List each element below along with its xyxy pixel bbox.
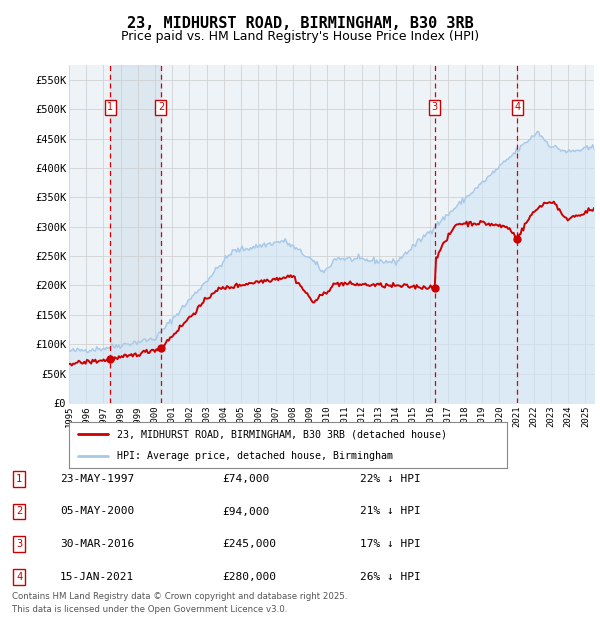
Text: 23, MIDHURST ROAD, BIRMINGHAM, B30 3RB: 23, MIDHURST ROAD, BIRMINGHAM, B30 3RB [127, 16, 473, 30]
Text: 4: 4 [16, 572, 22, 582]
Text: 2: 2 [16, 507, 22, 516]
Text: £245,000: £245,000 [222, 539, 276, 549]
Text: Contains HM Land Registry data © Crown copyright and database right 2025.: Contains HM Land Registry data © Crown c… [12, 592, 347, 601]
Text: 2: 2 [158, 102, 164, 112]
Text: 22% ↓ HPI: 22% ↓ HPI [360, 474, 421, 484]
Text: £94,000: £94,000 [222, 507, 269, 516]
Bar [110, 65, 161, 403]
Text: £280,000: £280,000 [222, 572, 276, 582]
Text: 17% ↓ HPI: 17% ↓ HPI [360, 539, 421, 549]
Text: 30-MAR-2016: 30-MAR-2016 [60, 539, 134, 549]
Text: 21% ↓ HPI: 21% ↓ HPI [360, 507, 421, 516]
Text: 4: 4 [514, 102, 520, 112]
Text: 1: 1 [107, 102, 113, 112]
Text: 1: 1 [16, 474, 22, 484]
Text: Price paid vs. HM Land Registry's House Price Index (HPI): Price paid vs. HM Land Registry's House … [121, 30, 479, 43]
Text: 23-MAY-1997: 23-MAY-1997 [60, 474, 134, 484]
Text: 26% ↓ HPI: 26% ↓ HPI [360, 572, 421, 582]
Text: 05-MAY-2000: 05-MAY-2000 [60, 507, 134, 516]
Text: £74,000: £74,000 [222, 474, 269, 484]
Text: 23, MIDHURST ROAD, BIRMINGHAM, B30 3RB (detached house): 23, MIDHURST ROAD, BIRMINGHAM, B30 3RB (… [117, 429, 447, 439]
Text: HPI: Average price, detached house, Birmingham: HPI: Average price, detached house, Birm… [117, 451, 393, 461]
Text: 3: 3 [16, 539, 22, 549]
Text: 15-JAN-2021: 15-JAN-2021 [60, 572, 134, 582]
Text: 3: 3 [432, 102, 438, 112]
Text: This data is licensed under the Open Government Licence v3.0.: This data is licensed under the Open Gov… [12, 604, 287, 614]
